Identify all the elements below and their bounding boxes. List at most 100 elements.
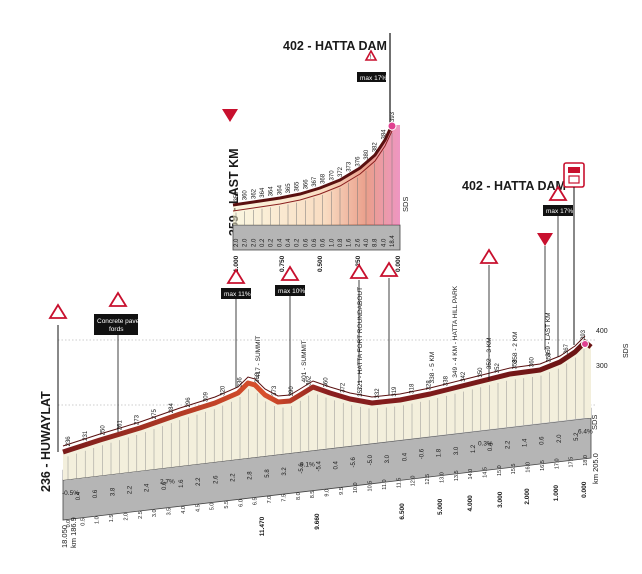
main-distance: 5.000 (437, 498, 444, 515)
main-altitude: 231 (83, 430, 89, 441)
inset-distance: 0.750 (279, 255, 286, 272)
last-km-triangle (537, 233, 553, 246)
inset-grade: 2.0 (251, 238, 257, 247)
main-grades: 0.4 0.6 3.8 2.2 2.4 0.6 1.6 2.2 2.6 2.2 2.8 5.8 3.2 -… (76, 432, 580, 500)
inset-grades: 2.0 2.0 2.0 0.2 0.2 0.4 0.4 0.2 0.6 0.6 0.6 1.0 0.8 1… (234, 235, 396, 247)
main-altitude: 275 (152, 408, 158, 419)
main-km-tick: 13.0 (439, 472, 445, 483)
inset-grade: 4.0 (364, 238, 370, 247)
main-altitude: 357 (358, 386, 364, 397)
main-grade: -5.4 (316, 461, 322, 472)
main-km-tick: 3.0 (152, 509, 158, 517)
main-distance: 3.000 (497, 491, 504, 508)
main-grade: 3.8 (110, 487, 116, 496)
svg-text:!: ! (370, 55, 372, 61)
main-km-tick: 1.5 (109, 515, 115, 523)
main-km-tick: 7.5 (281, 494, 287, 502)
main-grade: 0.4 (402, 452, 408, 461)
start-warning-icon (48, 303, 68, 319)
waypoint-label: 338 - 5 KM (429, 352, 436, 384)
main-grade: 3.2 (282, 467, 288, 476)
main-finish-label: 402 - HATTA DAM (462, 179, 566, 193)
main-grade: -5.6 (299, 463, 305, 474)
inset-altitude: 384 (381, 129, 387, 140)
main-grade: 3.0 (385, 454, 391, 463)
waypoint-label: 359 - LAST KM (545, 312, 552, 356)
axis-400: 400 (596, 328, 608, 335)
main-altitude: 372 (341, 382, 347, 393)
max-markers: max 11% max 10% max 17% (221, 185, 573, 395)
main-altitude: 309 (203, 391, 209, 402)
main-distance: 4.000 (467, 495, 474, 512)
inset-altitude: 360 (243, 190, 249, 201)
main-grade: -0.6 (419, 448, 425, 459)
main-altitude: 359 (547, 352, 553, 363)
inset-fill (233, 125, 400, 225)
main-km-tick: 17.0 (554, 458, 560, 469)
main-km-tick: 7.0 (267, 496, 273, 504)
main-grade: 0.4 (334, 460, 340, 469)
main-grade: -5.6 (351, 456, 357, 467)
max-marker: max 17% (543, 185, 573, 357)
main-grade: 1.8 (437, 448, 443, 457)
main-km-tick: 5.0 (210, 503, 216, 511)
main-altitude: 296 (186, 397, 192, 408)
main-distance: 9.660 (314, 513, 321, 530)
inset-altitude: 368 (321, 173, 327, 184)
main-grade: 3.0 (454, 446, 460, 455)
finish-marker: 402 - HATTA DAM (462, 162, 585, 345)
main-altitude: 342 (461, 371, 467, 382)
main-altitude: 390 (289, 386, 295, 397)
main-altitude: 362 (306, 375, 312, 386)
main-altitude: 373 (272, 385, 278, 396)
main-km-tick: 16.0 (526, 462, 532, 473)
main-distances: 11.470 9.660 6.500 5.000 4.000 3.000 2.000 1.00… (259, 481, 588, 536)
main-distance: 1.000 (553, 485, 560, 502)
inset-grade: 0.2 (269, 238, 275, 247)
inset-distance: 0.500 (317, 255, 324, 272)
main-altitude: 236 (66, 436, 72, 447)
inset-distance: 0.000 (395, 255, 402, 272)
inset-summit-dot (387, 121, 397, 131)
main-grade: 2.4 (145, 483, 151, 492)
inset-grade: 0.6 (321, 238, 327, 247)
main-km-tick: 6.0 (238, 499, 244, 507)
avg-grade: 2.7% (160, 478, 175, 485)
main-altitude: 350 (478, 367, 484, 378)
main-altitude: 360 (530, 356, 536, 367)
main-altitude: 332 (375, 388, 381, 399)
inset-altitude: 367 (312, 176, 318, 187)
main-sds: SDS (590, 415, 599, 430)
svg-text:max 17%: max 17% (546, 208, 573, 215)
main-altitude: 338 (444, 375, 450, 386)
main-altitude: 320 (221, 385, 227, 396)
main-fill (63, 342, 591, 480)
inset-grade: 1.6 (347, 238, 353, 247)
inset-profile-line (232, 124, 394, 207)
waypoint-label: 401 - SUMMIT (301, 340, 308, 382)
warning-icon-2 (379, 261, 399, 277)
inset-altitude: 373 (347, 161, 353, 172)
svg-text:max 11%: max 11% (224, 291, 251, 298)
main-km-tick: 0.5 (80, 518, 86, 526)
main-km-tick: 8.5 (310, 491, 316, 499)
main-grade: 1.4 (522, 438, 528, 447)
inset-altitude: 364 (277, 184, 283, 195)
main-altitude: 273 (135, 414, 141, 425)
main-km-tick: 18.0 (583, 455, 589, 466)
main-grade: 0.6 (540, 436, 546, 445)
main-waypoints: 417 - SUMMIT 401 - SUMMIT 321 - HATTA FORT… (255, 285, 552, 391)
main-altitude: 363 (255, 372, 261, 383)
inset-grade: 8.8 (373, 238, 379, 247)
inset-grade: 0.4 (286, 238, 292, 247)
main-km-tick: 8.0 (296, 492, 302, 500)
waypoint-label: 358 - 2 KM (512, 332, 519, 364)
main-grade: 5.8 (265, 469, 271, 478)
inset-altitude: 364 (260, 187, 266, 198)
inset-grade: 0.2 (260, 238, 266, 247)
svg-text:max 10%: max 10% (278, 288, 305, 295)
avg-grade: 0.3% (478, 441, 493, 448)
inset-grade: 2.0 (243, 238, 249, 247)
waypoint-label: 417 - SUMMIT (255, 336, 262, 378)
main-km-tick: 14.5 (482, 467, 488, 478)
